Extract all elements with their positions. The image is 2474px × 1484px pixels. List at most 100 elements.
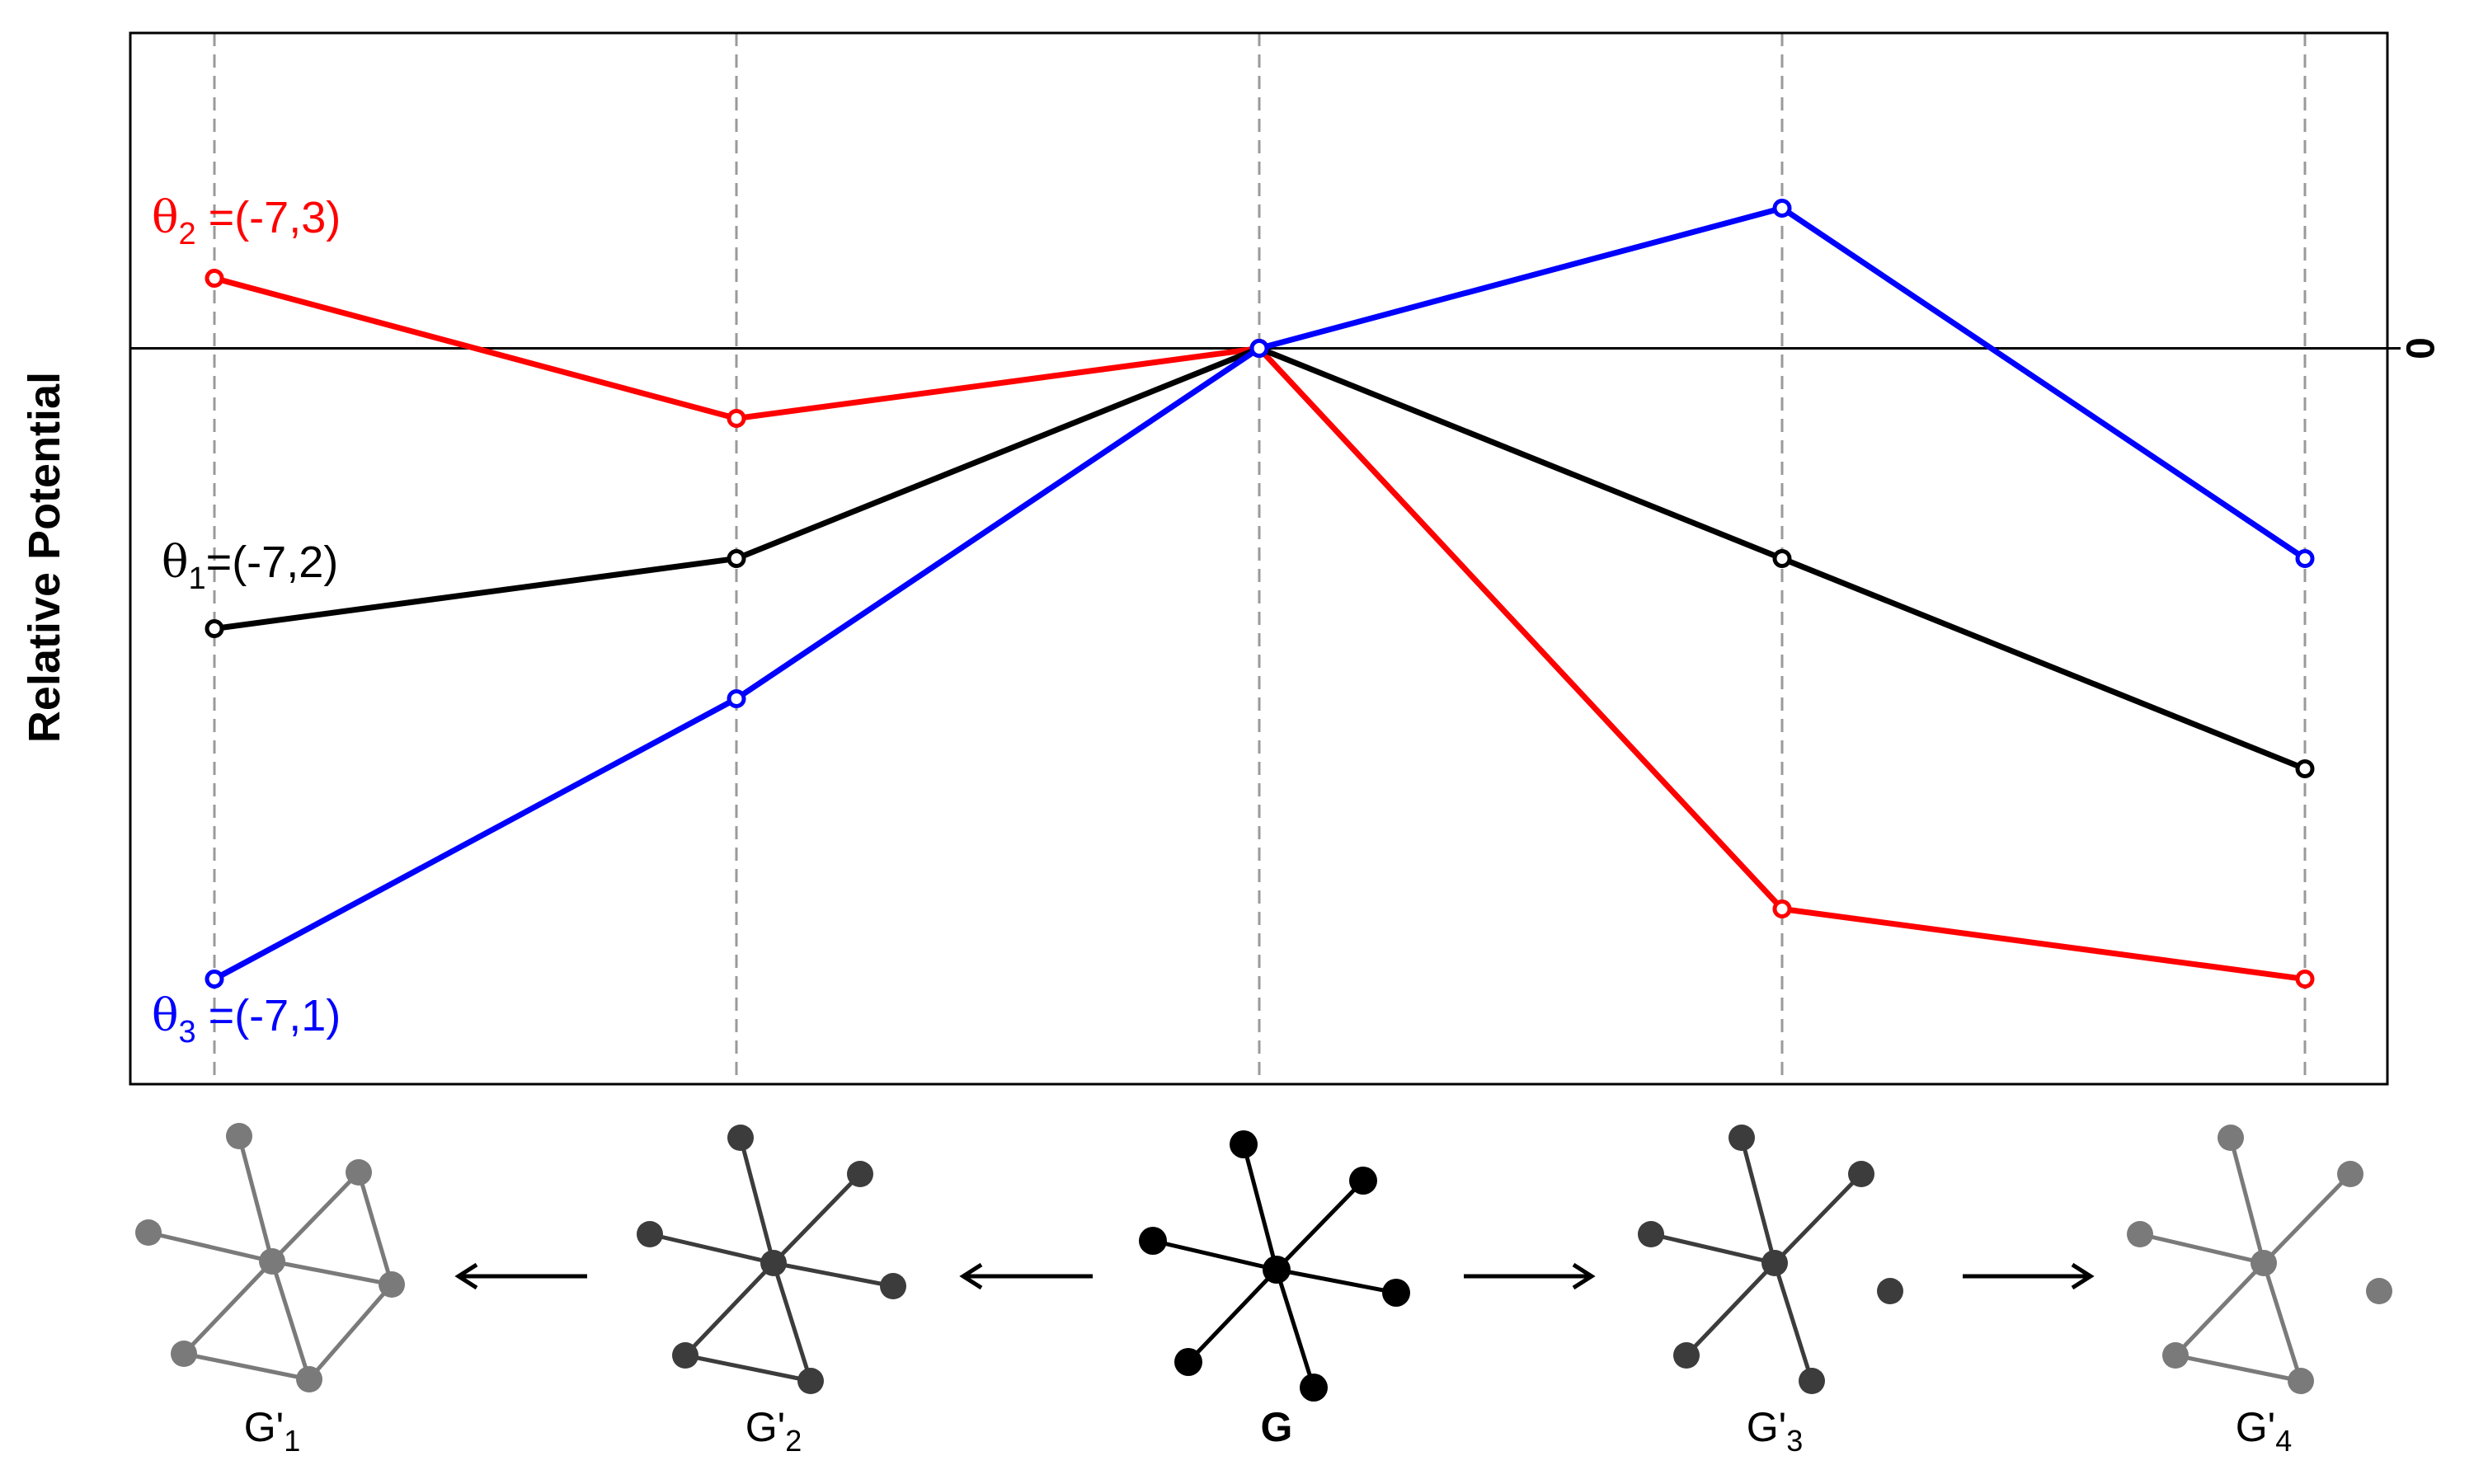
graph-4-edge-2 <box>1773 1172 1863 1265</box>
data-point-2-1 <box>205 619 224 638</box>
data-point-3-2 <box>727 689 746 708</box>
graph-2-node-4 <box>637 1221 663 1247</box>
series-label-3: θ3 =(-7,1) <box>152 989 341 1050</box>
graph-1-edge-6 <box>270 1261 312 1380</box>
graph-3-edge-2 <box>1275 1179 1365 1271</box>
graph-2-edge-7 <box>684 1353 811 1383</box>
graph-4-edge-4 <box>1685 1261 1776 1357</box>
graph-label-3: G <box>1261 1404 1293 1450</box>
graph-5-node-2 <box>2218 1125 2244 1151</box>
graph-3-node-2 <box>1230 1130 1258 1158</box>
graph-5-node-3 <box>2337 1161 2363 1187</box>
arrow-2 <box>959 1262 1093 1290</box>
graph-5-edge-3 <box>2139 1232 2265 1266</box>
graph-label-1: G'1 <box>244 1404 300 1458</box>
data-point-2-5 <box>2295 759 2315 778</box>
graph-illustrations: G'1 G'2 G G'3 G'4 <box>135 1123 2392 1458</box>
graph-3-node-1 <box>1263 1256 1291 1284</box>
graph-label-4: G'3 <box>1747 1404 1803 1458</box>
arrow-3 <box>1464 1262 1596 1290</box>
plot-area: 0 θ2 =(-7,3) θ1=(-7,2) θ3 =(-7,1) <box>129 31 2443 1086</box>
data-point-1-4 <box>1772 899 1792 918</box>
graph-1-node-6 <box>171 1341 197 1367</box>
graph-3: G <box>1139 1130 1410 1450</box>
data-point-2-2 <box>727 549 746 568</box>
arrow-1 <box>454 1262 587 1290</box>
graph-2-node-7 <box>797 1368 824 1394</box>
graph-2-edge-6 <box>771 1262 813 1382</box>
graph-1-node-3 <box>346 1159 372 1186</box>
graph-label-5: G'4 <box>2236 1404 2292 1458</box>
graph-3-node-7 <box>1300 1374 1328 1402</box>
graph-2: G'2 <box>637 1125 906 1458</box>
data-point-2-4 <box>1772 549 1792 568</box>
arrow-4 <box>1963 1262 2095 1290</box>
graph-1-edge-4 <box>271 1259 393 1287</box>
graph-2-node-1 <box>760 1250 787 1276</box>
graph-4: G'3 <box>1638 1125 1903 1458</box>
data-point-3-5 <box>2295 549 2315 568</box>
graph-label-2: G'2 <box>745 1404 802 1458</box>
series-label-1: θ2 =(-7,3) <box>152 191 341 251</box>
data-point-1-5 <box>2295 970 2315 989</box>
graph-1-edge-3 <box>148 1230 273 1264</box>
graph-5-node-7 <box>2288 1368 2314 1394</box>
graph-1: G'1 <box>135 1123 405 1458</box>
graph-5-edge-6 <box>2175 1353 2302 1383</box>
data-point-3-1 <box>205 970 224 989</box>
graph-2-node-2 <box>727 1125 754 1151</box>
graph-1-node-7 <box>296 1366 322 1392</box>
graph-5-node-5 <box>2366 1278 2392 1304</box>
graph-3-edge-6 <box>1274 1269 1316 1388</box>
graph-5-edge-2 <box>2262 1172 2352 1265</box>
graph-3-node-6 <box>1174 1348 1202 1376</box>
graph-1-node-2 <box>226 1123 252 1149</box>
graph-3-edge-5 <box>1187 1268 1278 1364</box>
graph-2-node-5 <box>880 1273 906 1299</box>
graph-4-node-5 <box>1877 1278 1903 1304</box>
graph-3-edge-3 <box>1152 1238 1277 1272</box>
graph-5-node-6 <box>2162 1342 2189 1369</box>
graph-5-node-1 <box>2251 1250 2277 1276</box>
graph-2-node-6 <box>672 1342 698 1369</box>
graph-1-node-5 <box>379 1271 405 1298</box>
graph-4-node-7 <box>1799 1368 1825 1394</box>
graph-2-edge-4 <box>773 1261 894 1289</box>
graph-1-node-1 <box>259 1248 285 1275</box>
graph-1-edge-2 <box>270 1171 360 1263</box>
graph-2-edge-3 <box>649 1232 774 1266</box>
graph-1-edge-7 <box>356 1172 394 1285</box>
graph-2-node-3 <box>847 1161 873 1187</box>
graph-3-edge-1 <box>1241 1144 1279 1270</box>
graph-4-node-2 <box>1729 1125 1755 1151</box>
graph-4-edge-1 <box>1739 1137 1777 1264</box>
plot-frame <box>129 31 2389 1086</box>
graph-5-edge-1 <box>2228 1137 2266 1264</box>
graph-3-node-4 <box>1139 1227 1167 1255</box>
graph-3-node-5 <box>1382 1279 1410 1307</box>
graph-1-edge-8 <box>308 1283 393 1381</box>
graph-4-node-1 <box>1761 1250 1788 1276</box>
data-point-3-4 <box>1772 199 1792 218</box>
graph-1-node-4 <box>135 1219 162 1246</box>
graph-5-edge-4 <box>2174 1261 2265 1357</box>
graph-4-node-6 <box>1673 1342 1700 1369</box>
zero-tick-label: 0 <box>2400 337 2443 359</box>
graph-5-node-4 <box>2127 1221 2153 1247</box>
graph-1-edge-9 <box>183 1351 310 1382</box>
graph-4-edge-3 <box>1650 1232 1776 1266</box>
data-point-3-3 <box>1249 339 1269 358</box>
graph-5: G'4 <box>2127 1125 2392 1458</box>
graph-1-edge-5 <box>182 1260 274 1355</box>
data-point-1-1 <box>205 269 224 288</box>
graph-5-edge-5 <box>2261 1262 2303 1382</box>
series-label-2: θ1=(-7,2) <box>162 536 338 596</box>
graph-4-node-3 <box>1848 1161 1874 1187</box>
graph-3-edge-4 <box>1276 1267 1397 1295</box>
graph-4-node-4 <box>1638 1221 1664 1247</box>
graph-4-edge-5 <box>1772 1262 1814 1382</box>
graph-3-node-3 <box>1349 1167 1377 1195</box>
data-point-1-2 <box>727 409 746 428</box>
graph-2-edge-1 <box>738 1137 776 1264</box>
